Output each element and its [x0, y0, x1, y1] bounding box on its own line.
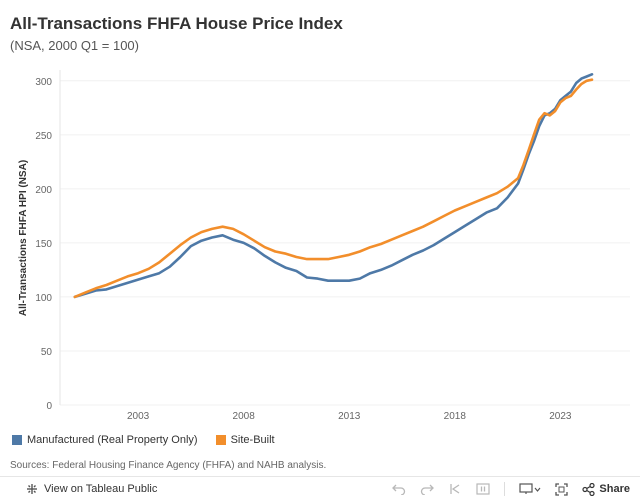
- y-tick-label: 0: [46, 401, 52, 412]
- grid-layer: [59, 70, 630, 406]
- legend-item-site-built[interactable]: Site-Built: [215, 434, 275, 446]
- x-tick-label: 2008: [233, 411, 256, 422]
- legend-label-site-built: Site-Built: [230, 434, 275, 446]
- chart-subtitle: (NSA, 2000 Q1 = 100): [10, 38, 139, 53]
- redo-icon: [421, 484, 435, 495]
- view-on-tableau-public-link[interactable]: View on Tableau Public: [26, 483, 157, 495]
- x-tick-label: 2023: [549, 411, 572, 422]
- toolbar-divider: [504, 482, 506, 496]
- x-tick-label: 2018: [444, 411, 467, 422]
- pause-icon: [476, 483, 491, 495]
- y-tick-label: 150: [35, 239, 52, 250]
- chart-title: All-Transactions FHFA House Price Index: [10, 14, 343, 33]
- tableau-logo-icon: [27, 484, 37, 494]
- series-line-site-built[interactable]: [73, 78, 594, 299]
- undo-icon: [392, 484, 406, 495]
- tableau-toolbar: View on Tableau Public Share: [0, 476, 640, 501]
- redo-button[interactable]: [420, 483, 435, 495]
- download-icon: [519, 483, 541, 494]
- fullscreen-button[interactable]: [555, 482, 569, 496]
- undo-button[interactable]: [392, 483, 406, 495]
- pause-button[interactable]: [476, 483, 491, 495]
- y-axis-ticks: 0 50 100 150 200 250 300: [35, 77, 52, 412]
- legend-swatch-site-built: [215, 435, 226, 445]
- share-label: Share: [599, 483, 630, 495]
- y-axis-label: All-Transactions FHFA HPI (NSA): [18, 160, 29, 316]
- y-tick-label: 300: [35, 77, 52, 88]
- download-button[interactable]: [519, 483, 541, 495]
- share-icon: [582, 482, 596, 496]
- legend-item-manufactured[interactable]: Manufactured (Real Property Only): [12, 434, 198, 446]
- x-tick-label: 2013: [338, 411, 361, 422]
- fullscreen-icon: [555, 482, 569, 496]
- legend-label-manufactured: Manufactured (Real Property Only): [27, 434, 198, 446]
- x-tick-label: 2003: [127, 411, 150, 422]
- legend: Manufactured (Real Property Only) Site-B…: [12, 434, 275, 446]
- view-on-tableau-label: View on Tableau Public: [44, 483, 158, 495]
- revert-button[interactable]: [448, 483, 462, 495]
- y-tick-label: 100: [35, 293, 52, 304]
- y-tick-label: 250: [35, 131, 52, 142]
- series-layer: [73, 73, 594, 299]
- revert-icon: [450, 484, 460, 494]
- source-note: Sources: Federal Housing Finance Agency …: [10, 460, 327, 471]
- series-line-manufactured[interactable]: [73, 73, 594, 299]
- x-axis-ticks: 2003 2008 2013 2018 2023: [127, 411, 572, 422]
- share-button[interactable]: Share: [582, 482, 630, 496]
- y-tick-label: 200: [35, 185, 52, 196]
- y-tick-label: 50: [41, 347, 53, 358]
- legend-swatch-manufactured: [12, 435, 22, 445]
